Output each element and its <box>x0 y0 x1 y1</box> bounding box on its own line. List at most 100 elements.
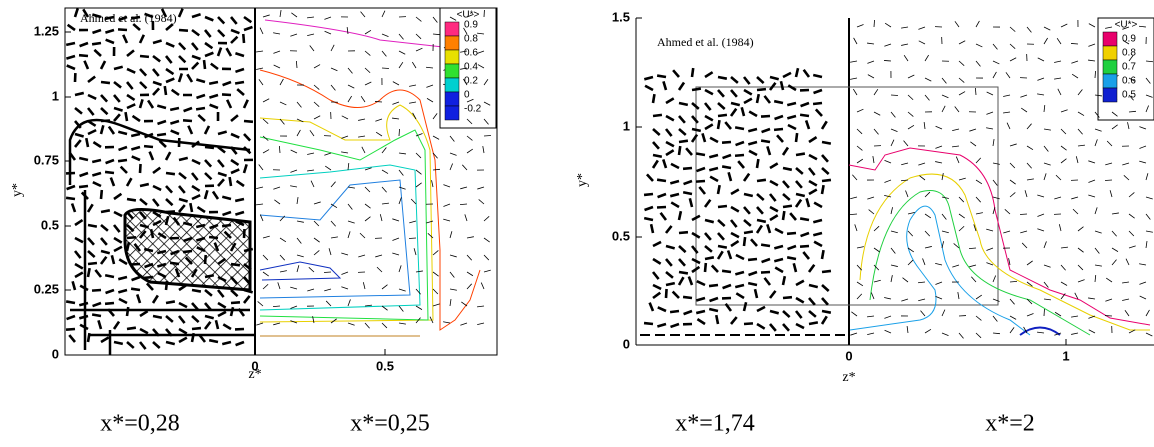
vector <box>691 102 700 110</box>
vector <box>392 218 400 222</box>
vector <box>968 247 977 250</box>
vector <box>643 216 654 222</box>
vector <box>138 34 146 44</box>
vector <box>347 186 355 189</box>
vector <box>273 64 281 69</box>
legend-label: 0.9 <box>1122 34 1136 45</box>
vector <box>78 53 89 58</box>
vector <box>721 140 732 145</box>
vector <box>760 139 771 144</box>
vector <box>769 205 779 213</box>
vector <box>1088 297 1096 300</box>
vector <box>204 41 214 50</box>
vector <box>907 259 914 266</box>
vector <box>105 28 115 34</box>
vector <box>234 197 245 203</box>
vector <box>687 276 694 286</box>
vector <box>165 328 173 337</box>
vector <box>958 60 965 66</box>
vector <box>139 310 149 318</box>
vector <box>290 169 298 173</box>
vector <box>670 322 680 329</box>
vector <box>850 60 858 63</box>
legend-label: 0.9 <box>464 20 478 31</box>
vector <box>873 88 879 96</box>
vector <box>821 140 832 145</box>
vector <box>347 203 353 210</box>
vector <box>1128 77 1136 82</box>
vector <box>100 209 111 214</box>
vector <box>117 275 128 281</box>
vector <box>347 162 350 171</box>
vector <box>1128 55 1134 62</box>
vector <box>165 67 175 76</box>
vector <box>213 242 220 252</box>
vector <box>195 236 206 242</box>
vector <box>290 185 298 188</box>
vector <box>975 157 982 164</box>
vector <box>768 290 777 299</box>
vector <box>924 230 931 237</box>
vector <box>665 244 676 250</box>
y-tick-label: 0 <box>52 346 59 361</box>
vector <box>466 148 473 154</box>
vector <box>461 164 468 171</box>
contour <box>259 261 342 281</box>
vector <box>347 67 353 74</box>
vector <box>107 308 115 317</box>
vector <box>152 210 162 218</box>
vector <box>1077 111 1085 116</box>
vector <box>901 43 909 46</box>
vector <box>1111 124 1118 130</box>
vector <box>191 302 199 311</box>
vector <box>867 74 875 79</box>
vector <box>743 97 753 105</box>
vector <box>347 299 351 307</box>
vector <box>743 219 752 227</box>
vector <box>165 340 176 346</box>
vector <box>379 214 383 222</box>
vector <box>426 98 434 103</box>
vector <box>187 125 194 135</box>
vector <box>91 158 102 164</box>
vector <box>941 309 946 317</box>
vector <box>139 327 149 335</box>
vector <box>1077 144 1085 147</box>
vector <box>99 60 107 70</box>
vector <box>480 282 485 290</box>
vector <box>953 243 960 249</box>
vector <box>952 128 960 132</box>
vector <box>812 73 823 79</box>
vector <box>477 64 485 69</box>
vector <box>992 71 997 79</box>
vector <box>1094 128 1102 132</box>
plot-frame <box>64 7 498 356</box>
vector <box>786 101 797 107</box>
vector <box>748 149 758 157</box>
vector <box>670 201 680 209</box>
vector <box>217 178 225 187</box>
vector <box>682 295 693 300</box>
vector <box>196 246 206 253</box>
vector <box>941 241 945 249</box>
vector <box>191 54 201 61</box>
vector <box>1094 247 1100 254</box>
vector <box>411 61 417 69</box>
vector <box>992 315 998 322</box>
vector <box>952 264 960 268</box>
reference-bg <box>75 10 235 28</box>
legend-label: 0.4 <box>464 62 478 73</box>
vector <box>1057 88 1062 96</box>
vector <box>295 60 298 69</box>
vector <box>717 75 728 80</box>
vector <box>92 301 102 308</box>
vector <box>341 151 349 154</box>
vector <box>107 125 116 135</box>
reference: Ahmed et al. (1984) <box>80 11 177 25</box>
vector <box>1054 332 1062 336</box>
vector <box>1071 315 1079 318</box>
vector <box>1105 277 1113 283</box>
vector <box>753 288 759 299</box>
x-axis-label: z* <box>842 370 855 385</box>
vector <box>415 317 421 324</box>
